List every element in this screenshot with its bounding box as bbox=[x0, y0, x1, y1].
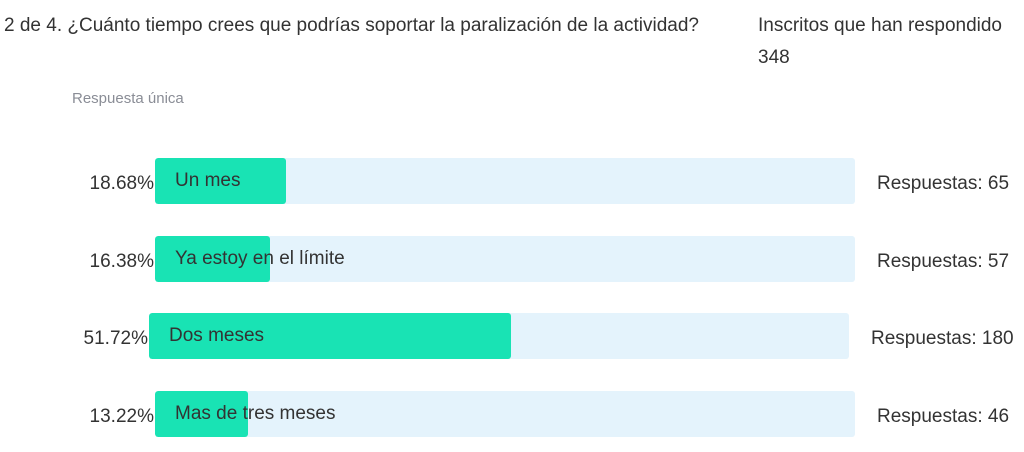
response-count: Respuestas: 65 bbox=[877, 173, 1010, 194]
bar-track bbox=[155, 158, 855, 204]
bar-fill bbox=[155, 236, 270, 282]
percent-label: 13.22% bbox=[89, 406, 154, 427]
response-count: Respuestas: 180 bbox=[871, 328, 1014, 349]
respondents-info: Inscritos que han respondido 348 bbox=[758, 10, 1002, 74]
bar-track bbox=[155, 236, 855, 282]
response-count: Respuestas: 46 bbox=[877, 406, 1010, 427]
percent-label: 51.72% bbox=[83, 328, 148, 349]
percent-label: 16.38% bbox=[89, 251, 154, 272]
bar-track bbox=[155, 391, 855, 437]
question-title: 2 de 4. ¿Cuánto tiempo crees que podrías… bbox=[4, 15, 699, 36]
answer-label: Mas de tres meses bbox=[175, 403, 336, 424]
respondents-count: 348 bbox=[758, 47, 790, 68]
bar-fill bbox=[149, 313, 512, 359]
question-type: Respuesta única bbox=[72, 90, 184, 107]
respondents-label: Inscritos que han respondido bbox=[758, 15, 1002, 36]
response-count: Respuestas: 57 bbox=[877, 251, 1010, 272]
percent-label: 18.68% bbox=[89, 173, 154, 194]
answer-label: Ya estoy en el límite bbox=[175, 248, 345, 269]
bar-fill bbox=[155, 391, 248, 437]
answer-label: Dos meses bbox=[169, 325, 265, 346]
answer-label: Un mes bbox=[175, 170, 241, 191]
bar-fill bbox=[155, 158, 286, 204]
bar-track bbox=[149, 313, 849, 359]
